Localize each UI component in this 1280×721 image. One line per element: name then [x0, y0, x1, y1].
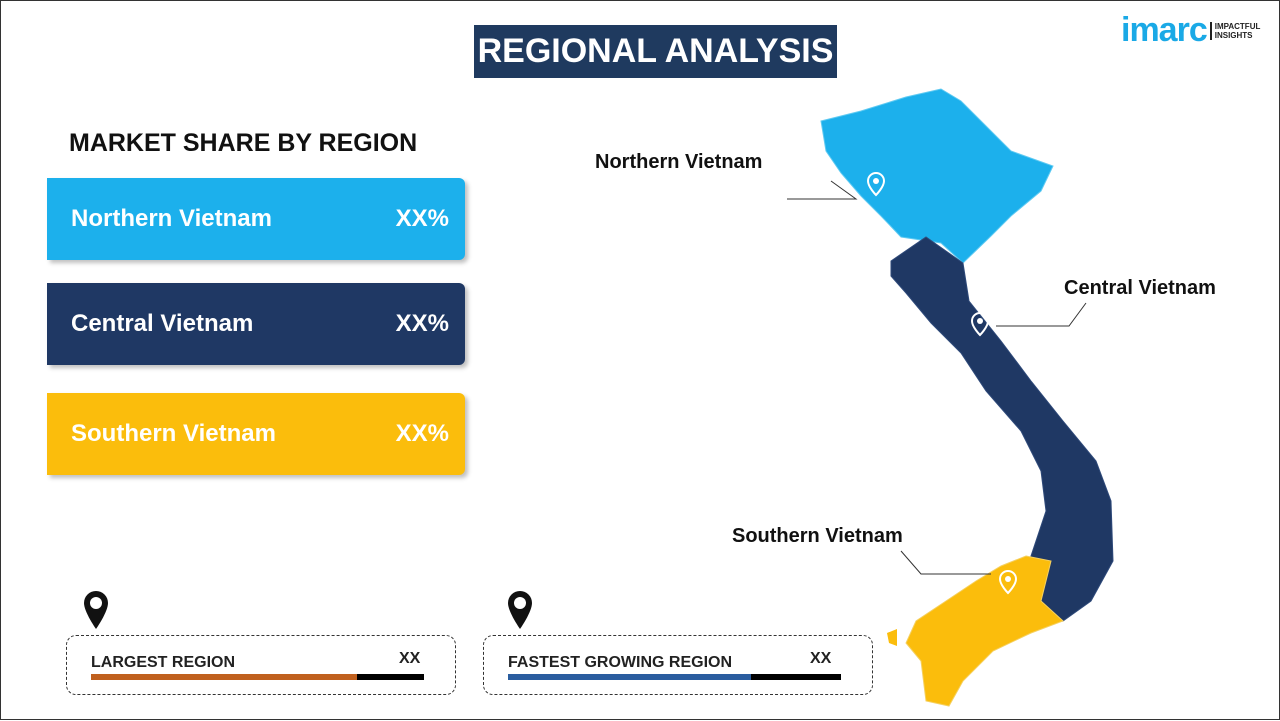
region-name: Northern Vietnam — [71, 205, 272, 232]
largest-region-bar — [91, 674, 424, 680]
logo-brand: imarc — [1121, 11, 1208, 49]
fastest-region-bar — [508, 674, 841, 680]
region-bar-southern: Southern Vietnam XX% — [47, 393, 465, 475]
map-pin-icon — [866, 171, 886, 197]
region-bar-central: Central Vietnam XX% — [47, 283, 465, 365]
imarc-logo: imarc IMPACTFUL INSIGHTS — [1121, 11, 1260, 50]
map-region-southern — [905, 555, 1064, 707]
map-region-northern — [820, 88, 1054, 264]
page-title: REGIONAL ANALYSIS — [474, 25, 837, 78]
region-name: Southern Vietnam — [71, 420, 276, 447]
map-label-northern: Northern Vietnam — [595, 151, 763, 173]
region-value: XX% — [395, 205, 449, 232]
map-pin-icon — [998, 569, 1018, 595]
map-label-southern: Southern Vietnam — [732, 525, 903, 547]
logo-tagline: IMPACTFUL INSIGHTS — [1209, 21, 1260, 40]
fastest-region-card: FASTEST GROWING REGION XX — [483, 635, 873, 695]
region-value: XX% — [395, 420, 449, 447]
largest-region-card: LARGEST REGION XX — [66, 635, 456, 695]
region-name: Central Vietnam — [71, 310, 254, 337]
fastest-region-value: XX — [810, 650, 832, 667]
fastest-region-label: FASTEST GROWING REGION — [508, 654, 733, 671]
section-subtitle: MARKET SHARE BY REGION — [69, 129, 418, 157]
leader-line-southern — [900, 550, 991, 575]
map-island — [887, 629, 897, 646]
region-value: XX% — [395, 310, 449, 337]
map-pin-icon — [970, 311, 990, 337]
location-pin-icon — [84, 591, 108, 629]
largest-region-value: XX — [399, 650, 421, 667]
region-bar-northern: Northern Vietnam XX% — [47, 178, 465, 260]
map-label-central: Central Vietnam — [1064, 277, 1216, 299]
leader-line-central — [996, 302, 1087, 327]
leader-line-northern — [787, 180, 858, 200]
location-pin-icon — [508, 591, 532, 629]
largest-region-label: LARGEST REGION — [91, 654, 236, 671]
